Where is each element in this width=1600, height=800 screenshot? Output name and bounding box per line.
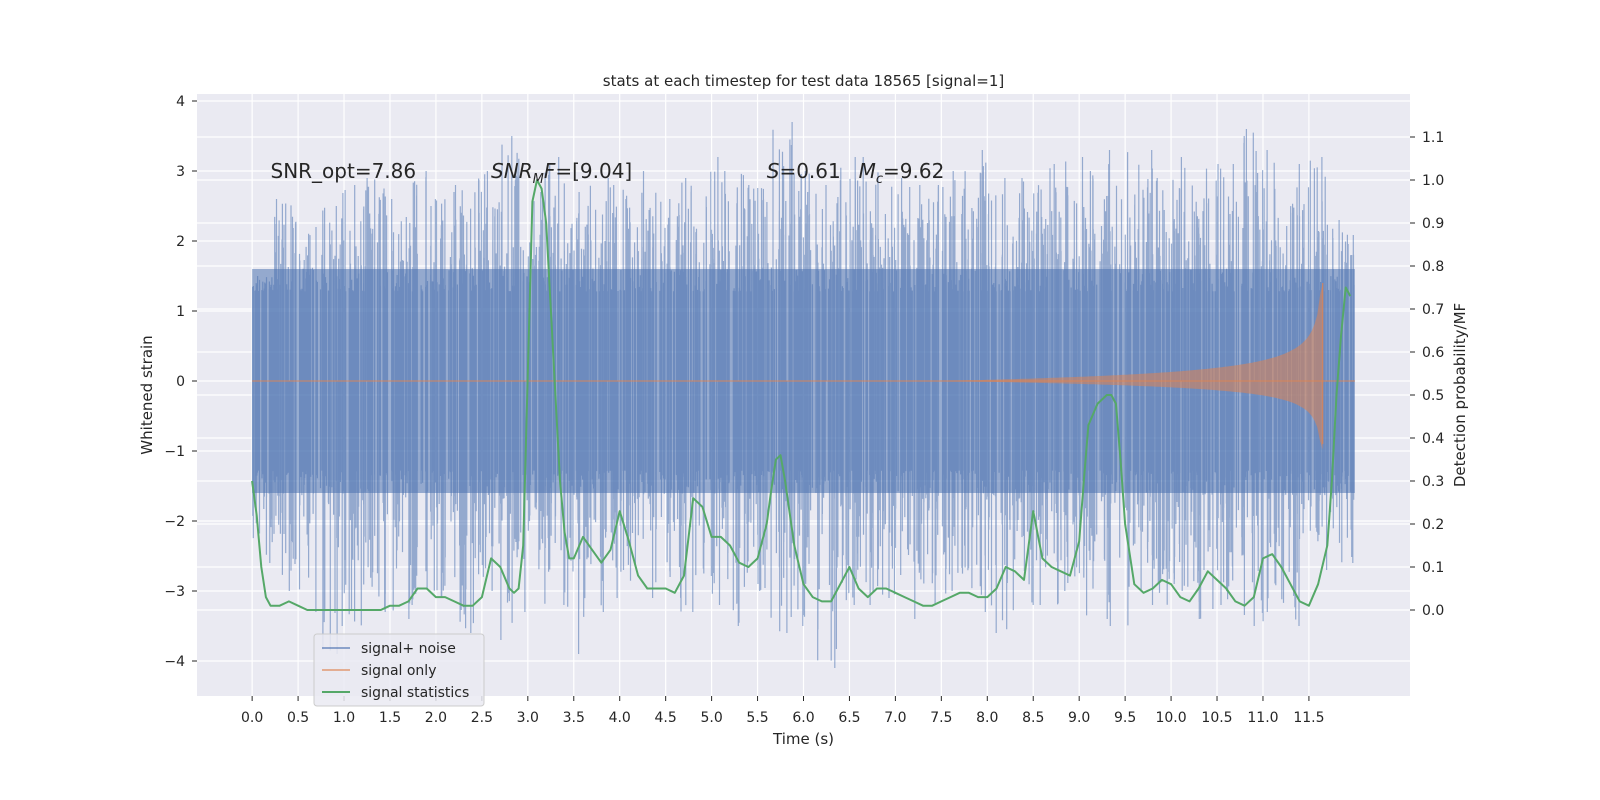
x-tick-label: 2.5 (471, 710, 493, 726)
statistics-line (251, 179, 1352, 611)
x-tick-label: 0.0 (241, 710, 263, 726)
x-tick-label: 5.5 (746, 710, 768, 726)
x-tick-label: 6.0 (792, 710, 814, 726)
y-tick-label: 0 (176, 374, 185, 390)
x-tick-label: 10.5 (1201, 710, 1232, 726)
annotation: SNR_opt=7.86 (271, 159, 417, 183)
legend-entry: signal+ noise (361, 641, 456, 657)
y-tick-label: −1 (164, 444, 185, 460)
series-signal-statistics (251, 179, 1352, 611)
x-tick-label: 1.0 (333, 710, 355, 726)
x-tick-label: 5.0 (700, 710, 722, 726)
y-tick-label: −3 (164, 584, 185, 600)
y2-tick-label: 0.1 (1422, 560, 1444, 576)
y-axis-right: 0.0 0.1 0.2 0.3 0.4 0.5 0.6 0.7 0.8 0.9 1.0 1.1 (1410, 130, 1444, 619)
y2-tick-label: 0.6 (1422, 345, 1444, 361)
y-tick-label: −2 (164, 514, 185, 530)
y-tick-label: 1 (176, 304, 185, 320)
y2-tick-label: 0.4 (1422, 431, 1444, 447)
x-tick-label: 6.5 (838, 710, 860, 726)
x-tick-label: 4.5 (655, 710, 677, 726)
x-tick-label: 0.5 (287, 710, 309, 726)
y2-axis-label: Detection probability/MF (1451, 303, 1469, 487)
x-tick-label: 7.0 (884, 710, 906, 726)
x-tick-label: 3.0 (517, 710, 539, 726)
annotation: Mc=9.62 (859, 159, 945, 187)
x-tick-label: 3.5 (563, 710, 585, 726)
x-tick-label: 7.5 (930, 710, 952, 726)
y-tick-label: 3 (176, 164, 185, 180)
y-tick-label: −4 (164, 654, 185, 670)
chart-title: stats at each timestep for test data 185… (603, 72, 1004, 90)
x-tick-label: 1.5 (379, 710, 401, 726)
x-tick-label: 8.5 (1022, 710, 1044, 726)
x-tick-label: 9.0 (1068, 710, 1090, 726)
legend: signal+ noise signal only signal statistic… (313, 633, 485, 707)
x-tick-label: 10.0 (1155, 710, 1186, 726)
y2-tick-label: 0.3 (1422, 474, 1444, 490)
x-tick-label: 8.0 (976, 710, 998, 726)
y2-tick-label: 1.1 (1422, 130, 1444, 146)
x-tick-label: 11.0 (1247, 710, 1278, 726)
series-layer (251, 122, 1355, 668)
y2-tick-label: 0.2 (1422, 517, 1444, 533)
y-tick-label: 4 (176, 94, 185, 110)
y2-tick-label: 0.7 (1422, 302, 1444, 318)
x-tick-label: 9.5 (1114, 710, 1136, 726)
x-tick-label: 11.5 (1293, 710, 1324, 726)
y-axis-label: Whitened strain (138, 335, 156, 454)
x-tick-label: 2.0 (425, 710, 447, 726)
y2-tick-label: 0.5 (1422, 388, 1444, 404)
legend-box (313, 633, 485, 707)
legend-entry: signal only (361, 663, 436, 679)
series-signal-only (252, 283, 1355, 450)
x-axis-label: Time (s) (772, 730, 834, 748)
y2-tick-label: 0.8 (1422, 259, 1444, 275)
annotation: S=0.61 (767, 159, 841, 183)
y2-tick-label: 0.9 (1422, 216, 1444, 232)
legend-entry: signal statistics (361, 685, 469, 701)
y2-tick-label: 0.0 (1422, 603, 1444, 619)
y-axis-left: −4 −3 −2 −1 0 1 2 3 4 (164, 94, 197, 670)
signal-chirp (941, 283, 1323, 450)
y-tick-label: 2 (176, 234, 185, 250)
x-axis: 0.0 0.5 1.0 1.5 2.0 2.5 3.0 3.5 4.0 4.5 5.0 5.5 6.0 6… (241, 696, 1325, 726)
x-tick-label: 4.0 (609, 710, 631, 726)
annotations: SNR_opt=7.86 SNRMF=[9.04] S=0.61 Mc=9.62 (271, 159, 945, 187)
annotation: SNRMF=[9.04] (491, 159, 632, 187)
y2-tick-label: 1.0 (1422, 173, 1444, 189)
